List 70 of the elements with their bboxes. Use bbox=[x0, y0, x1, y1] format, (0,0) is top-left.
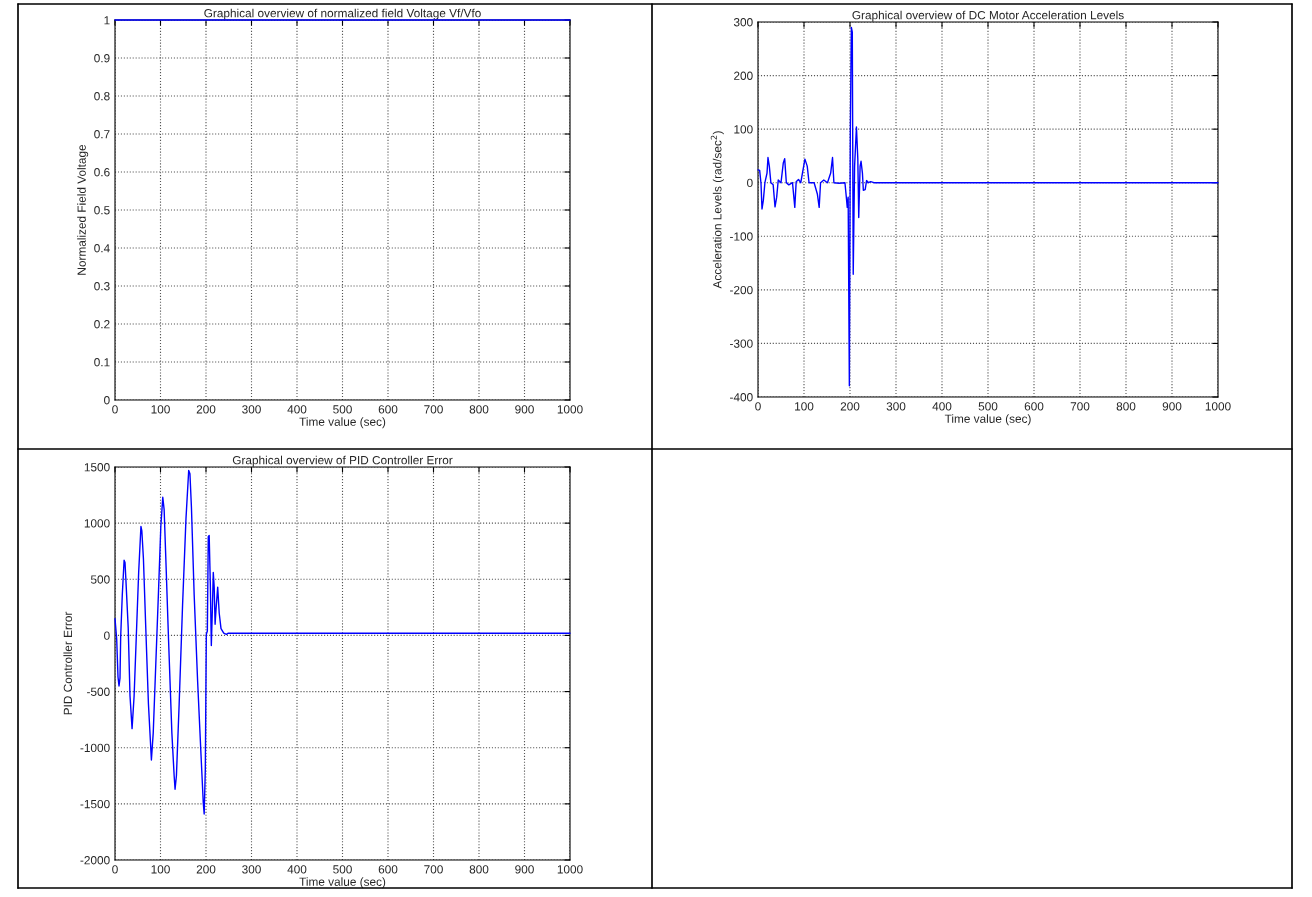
x-tick-label: 1000 bbox=[557, 405, 583, 414]
x-tick-label: 100 bbox=[151, 865, 170, 874]
x-tick-label: 300 bbox=[886, 402, 906, 411]
x-tick-label: 500 bbox=[333, 865, 352, 874]
x-tick-label: 500 bbox=[978, 402, 998, 411]
y-axis-title: Normalized Field Voltage bbox=[77, 144, 89, 275]
x-tick-label: 900 bbox=[1162, 402, 1182, 411]
x-tick-label: 600 bbox=[378, 865, 398, 874]
x-tick-label: 0 bbox=[112, 865, 118, 874]
y-tick-label: 0.7 bbox=[94, 130, 110, 139]
y-tick-label: 0.3 bbox=[94, 282, 110, 291]
y-tick-label: -100 bbox=[730, 232, 753, 241]
y-tick-label: 0 bbox=[747, 178, 753, 188]
y-tick-label: -400 bbox=[730, 393, 753, 402]
x-tick-label: 600 bbox=[378, 405, 398, 414]
y-tick-label: 1 bbox=[104, 16, 110, 25]
x-tick-label: 700 bbox=[424, 405, 443, 414]
y-tick-label: -300 bbox=[730, 339, 753, 348]
x-tick-label: 0 bbox=[112, 405, 118, 414]
y-tick-label: 0 bbox=[104, 396, 110, 405]
x-tick-label: 700 bbox=[1070, 402, 1090, 411]
x-tick-label: 1000 bbox=[557, 865, 583, 874]
y-tick-label: -200 bbox=[730, 285, 753, 295]
y-tick-label: 0.2 bbox=[94, 320, 110, 329]
chart-title: Graphical overview of DC Motor Acceleration Levels bbox=[852, 10, 1124, 22]
y-tick-label: 0.4 bbox=[94, 244, 110, 253]
x-tick-label: 0 bbox=[755, 402, 761, 411]
y-axis-title: Acceleration Levels (rad/sec$^{2}$) bbox=[710, 131, 724, 289]
x-tick-label: 800 bbox=[1116, 402, 1136, 411]
x-tick-label: 400 bbox=[287, 405, 307, 414]
x-axis-title: Time value (sec) bbox=[944, 414, 1031, 426]
y-tick-label: -1000 bbox=[80, 743, 110, 753]
y-tick-label: 0.9 bbox=[94, 54, 110, 63]
y-tick-label: 200 bbox=[734, 71, 753, 80]
x-tick-label: 500 bbox=[333, 405, 352, 414]
x-tick-label: 200 bbox=[196, 405, 216, 414]
x-tick-label: 100 bbox=[151, 405, 170, 414]
chart-title: Graphical overview of normalized field Voltage Vf/Vfo bbox=[204, 8, 481, 20]
x-tick-label: 400 bbox=[932, 402, 952, 411]
y-axis-title: PID Controller Error bbox=[63, 611, 73, 715]
x-tick-label: 300 bbox=[242, 405, 261, 414]
x-tick-label: 700 bbox=[424, 865, 443, 874]
y-tick-label: 1500 bbox=[84, 463, 110, 472]
x-tick-label: 400 bbox=[287, 865, 307, 874]
x-tick-label: 200 bbox=[196, 865, 216, 874]
y-tick-label: 500 bbox=[90, 575, 110, 584]
y-tick-label: 1000 bbox=[84, 519, 110, 528]
y-tick-label: -500 bbox=[87, 687, 110, 696]
y-tick-label: 0.6 bbox=[94, 168, 110, 177]
x-tick-label: 1000 bbox=[1205, 402, 1231, 411]
line-series bbox=[757, 26, 1219, 387]
x-tick-label: 600 bbox=[1024, 402, 1044, 411]
y-tick-label: 0.8 bbox=[94, 92, 110, 101]
y-tick-label: 300 bbox=[733, 18, 753, 27]
y-tick-label: 0.1 bbox=[94, 358, 110, 367]
y-tick-label: -1500 bbox=[80, 799, 110, 809]
x-axis-title: Time value (sec) bbox=[299, 877, 386, 889]
x-tick-label: 300 bbox=[242, 865, 261, 874]
x-tick-label: 200 bbox=[840, 402, 860, 411]
x-tick-label: 900 bbox=[515, 405, 534, 414]
x-tick-label: 900 bbox=[515, 865, 534, 874]
y-tick-label: -2000 bbox=[80, 856, 110, 865]
y-tick-label: 100 bbox=[734, 125, 753, 134]
y-tick-label: 0 bbox=[104, 631, 110, 640]
x-axis-title: Time value (sec) bbox=[299, 417, 386, 429]
y-tick-label: 0.5 bbox=[94, 206, 110, 215]
x-tick-label: 800 bbox=[469, 405, 489, 414]
chart-title: Graphical overview of PID Controller Error bbox=[232, 455, 453, 467]
x-tick-label: 800 bbox=[469, 865, 489, 874]
x-tick-label: 100 bbox=[795, 402, 814, 411]
